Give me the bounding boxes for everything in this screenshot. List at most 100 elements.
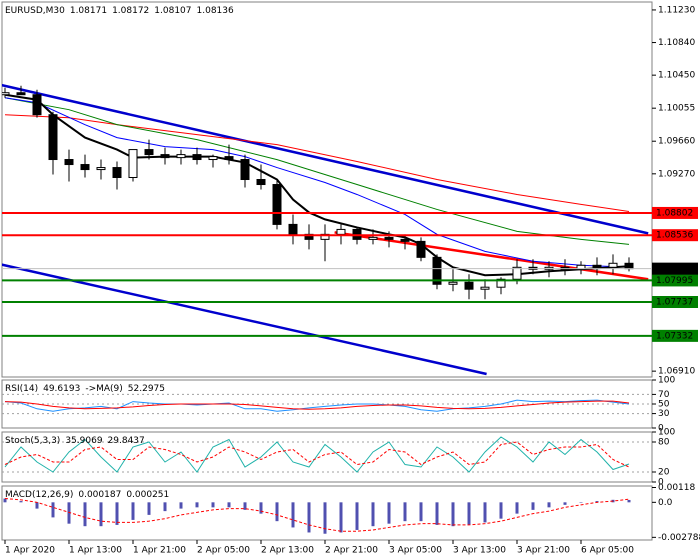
histogram-bar bbox=[19, 501, 23, 503]
histogram-bar bbox=[179, 502, 183, 509]
histogram-bar bbox=[275, 502, 279, 522]
histogram-bar bbox=[323, 502, 327, 534]
panel-frame bbox=[1, 1, 653, 378]
histogram-bar bbox=[387, 502, 391, 524]
candle-body bbox=[192, 154, 202, 161]
moving-average bbox=[4, 93, 630, 277]
candle-body bbox=[128, 149, 138, 179]
last-price-box bbox=[652, 262, 698, 275]
histogram-bar bbox=[243, 502, 247, 510]
x-tick-label: 3 Apr 13:00 bbox=[453, 546, 506, 556]
header-item: 1.08107 bbox=[154, 6, 191, 16]
histogram-bar bbox=[435, 502, 439, 525]
histogram-bar bbox=[3, 498, 7, 503]
x-tick-label: 6 Apr 05:00 bbox=[581, 546, 634, 556]
histogram-bar bbox=[627, 499, 631, 503]
trend-line bbox=[334, 231, 649, 281]
histogram-bar bbox=[483, 502, 487, 523]
x-tick-label: 3 Apr 21:00 bbox=[517, 546, 570, 556]
candle-body bbox=[80, 164, 90, 171]
x-tick-label: 2 Apr 13:00 bbox=[261, 546, 314, 556]
x-tick-label: 2 Apr 05:00 bbox=[197, 546, 250, 556]
candle-body bbox=[432, 256, 442, 285]
candle-body bbox=[256, 179, 266, 186]
indicator-line bbox=[4, 436, 630, 473]
plot-area bbox=[3, 498, 631, 534]
candle-body bbox=[208, 156, 218, 161]
candle-body bbox=[32, 94, 42, 116]
candle-body bbox=[96, 167, 106, 171]
histogram-bar bbox=[259, 502, 263, 514]
candle-body bbox=[512, 266, 522, 280]
y-tick-label: 1.10055 bbox=[658, 104, 695, 114]
x-tick-label: 1 Apr 13:00 bbox=[69, 546, 122, 556]
header-item: 1.08136 bbox=[197, 6, 234, 16]
trend-line bbox=[2, 263, 487, 376]
histogram-bar bbox=[131, 502, 135, 520]
candle-body bbox=[480, 286, 490, 290]
header-item: ->MA(9) bbox=[85, 384, 122, 394]
histogram-bar bbox=[467, 502, 471, 525]
panel-header: Stoch(5,3,3) 35.9069 29.8437 bbox=[5, 436, 145, 446]
header-item: Stoch(5,3,3) bbox=[5, 436, 60, 446]
candle-body bbox=[576, 264, 586, 270]
candle-body bbox=[448, 281, 458, 285]
candle-body bbox=[240, 159, 250, 181]
histogram-bar bbox=[547, 502, 551, 508]
y-tick-label: 0.00118 bbox=[658, 483, 695, 493]
panel-frame bbox=[1, 431, 653, 483]
header-item: 29.8437 bbox=[108, 436, 145, 446]
y-tick-label: 1.06910 bbox=[658, 367, 695, 377]
candle-body bbox=[416, 240, 426, 258]
level-label-box bbox=[652, 206, 698, 219]
header-item: EURUSD,M30 bbox=[5, 6, 65, 16]
panel-frame bbox=[1, 485, 653, 541]
histogram-bar bbox=[499, 502, 503, 519]
candle-body bbox=[48, 114, 58, 161]
level-label-box bbox=[652, 296, 698, 308]
last-price-label: 1.08136 bbox=[656, 264, 693, 274]
y-tick-label: 0 bbox=[658, 424, 664, 434]
y-tick-label: 1.09660 bbox=[658, 137, 695, 147]
candle-body bbox=[272, 184, 282, 225]
y-tick-label: 50 bbox=[658, 400, 670, 410]
candle-body bbox=[144, 149, 154, 156]
y-tick-label: 70 bbox=[658, 390, 670, 400]
histogram-bar bbox=[35, 502, 39, 509]
candle-body bbox=[16, 92, 26, 96]
y-tick-label: 100 bbox=[658, 376, 675, 386]
header-item: 35.9069 bbox=[65, 436, 102, 446]
header-item: 52.2975 bbox=[128, 384, 165, 394]
moving-average bbox=[4, 97, 630, 268]
candle-body bbox=[224, 156, 234, 161]
y-tick-label: 80 bbox=[658, 438, 670, 448]
candle-body bbox=[592, 264, 602, 268]
level-label: 1.08802 bbox=[656, 208, 693, 218]
x-tick-label: 2 Apr 21:00 bbox=[325, 546, 378, 556]
histogram-bar bbox=[403, 502, 407, 522]
histogram-bar bbox=[291, 502, 295, 528]
histogram-bar bbox=[211, 502, 215, 508]
histogram-bar bbox=[147, 502, 151, 515]
candle-body bbox=[112, 167, 122, 179]
level-label: 1.07332 bbox=[656, 331, 693, 341]
plot-area bbox=[4, 399, 630, 412]
histogram-bar bbox=[195, 502, 199, 508]
y-tick-label: 1.09270 bbox=[658, 169, 695, 179]
histogram-bar bbox=[67, 502, 71, 524]
header-item: 1.08171 bbox=[70, 6, 107, 16]
candle-body bbox=[400, 238, 410, 242]
level-label-box bbox=[652, 229, 698, 242]
header-item: MACD(12,26,9) bbox=[5, 490, 73, 500]
candle-body bbox=[496, 278, 506, 288]
histogram-bar bbox=[51, 502, 55, 518]
candle-body bbox=[160, 154, 170, 159]
candle-body bbox=[464, 281, 474, 290]
plot-area bbox=[4, 436, 630, 473]
histogram-bar bbox=[307, 502, 311, 533]
histogram-bar bbox=[339, 502, 343, 533]
header-item: 0.000251 bbox=[126, 490, 169, 500]
histogram-bar bbox=[515, 502, 519, 514]
y-tick-label: 20 bbox=[658, 468, 670, 478]
indicator-line bbox=[4, 400, 630, 410]
